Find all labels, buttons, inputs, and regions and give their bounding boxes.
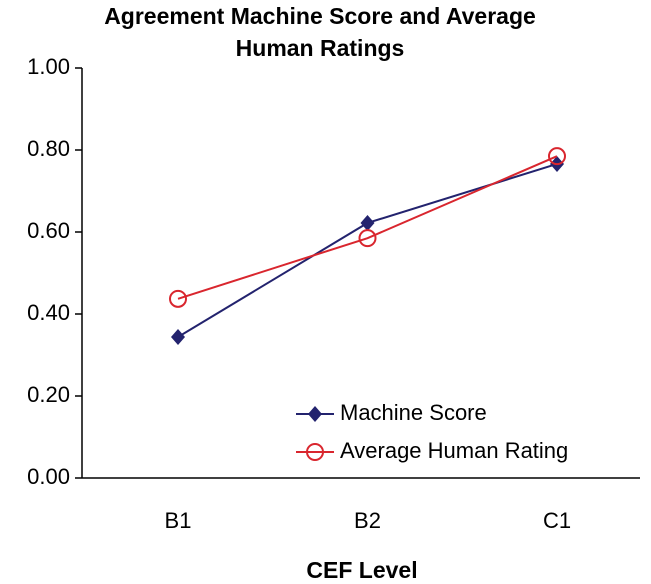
marker — [171, 328, 185, 345]
x-tick-label: C1 — [543, 508, 571, 533]
y-tick-label: 0.40 — [27, 300, 70, 325]
marker — [360, 214, 375, 231]
y-tick-label: 0.60 — [27, 218, 70, 243]
marker — [548, 147, 566, 166]
x-axis-label: CEF Level — [306, 557, 417, 583]
series-line — [177, 155, 558, 300]
x-tick-label: B2 — [354, 508, 381, 533]
x-tick-label: B1 — [165, 508, 192, 533]
marker — [308, 406, 322, 422]
marker — [358, 229, 377, 248]
y-tick-label: 0.00 — [27, 464, 70, 489]
series — [169, 147, 566, 308]
marker — [306, 443, 324, 461]
chart-title: Agreement Machine Score and Average Huma… — [104, 3, 536, 61]
y-tick-label: 0.20 — [27, 382, 70, 407]
legend-label: Machine Score — [340, 400, 487, 425]
marker — [169, 289, 187, 308]
y-tick-label: 0.80 — [27, 136, 70, 161]
series-line — [177, 162, 558, 338]
legend-label: Average Human Rating — [340, 438, 568, 463]
y-tick-label: 1.00 — [27, 54, 70, 79]
series — [171, 155, 564, 345]
